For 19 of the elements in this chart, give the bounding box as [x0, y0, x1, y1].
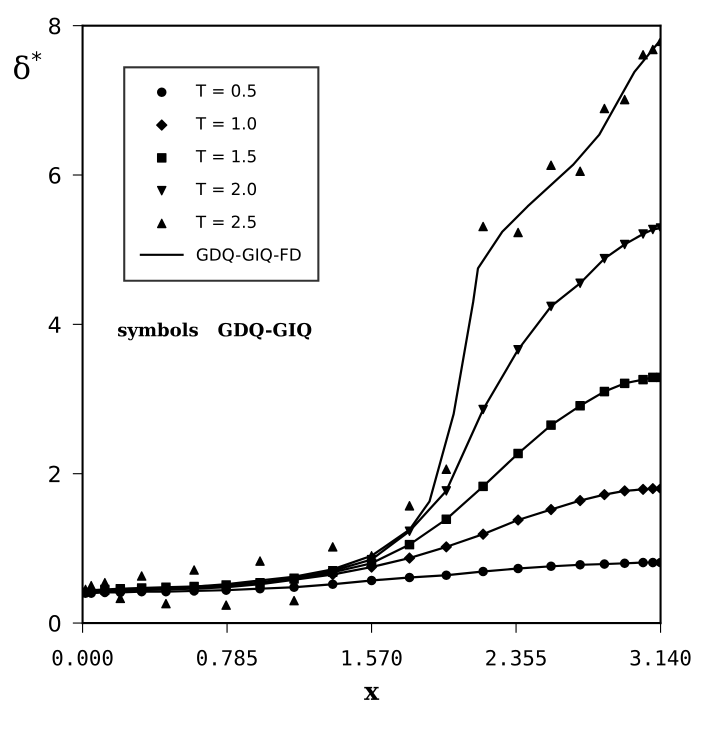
y-tick-label: 8 [49, 18, 60, 34]
x-tick-label: 1.570 [342, 650, 402, 666]
y-tick-label: 4 [48, 316, 60, 333]
y-axis-title: δ$^{*}$ [14, 51, 42, 80]
legend-label: T = 2.5 [196, 215, 256, 228]
legend-label: T = 0.5 [196, 84, 256, 97]
y-tick-label: 2 [49, 466, 60, 482]
y-tick-label: 6 [49, 166, 60, 184]
x-tick-label: 0.000 [52, 650, 113, 666]
x-tick-label: 2.355 [486, 650, 546, 666]
x-tick-label: 0.785 [197, 650, 257, 666]
legend-label: GDQ-GIQ-FD [196, 248, 301, 263]
legend-label: T = 1.5 [196, 150, 256, 162]
x-axis-title: x [364, 686, 380, 700]
legend-label: T = 2.0 [196, 182, 256, 196]
y-tick-label: 0 [49, 615, 60, 632]
annotation: symbols GDQ-GIQ [118, 322, 312, 340]
x-tick-label: 3.140 [630, 650, 691, 666]
legend-label: T = 1.0 [196, 117, 256, 130]
